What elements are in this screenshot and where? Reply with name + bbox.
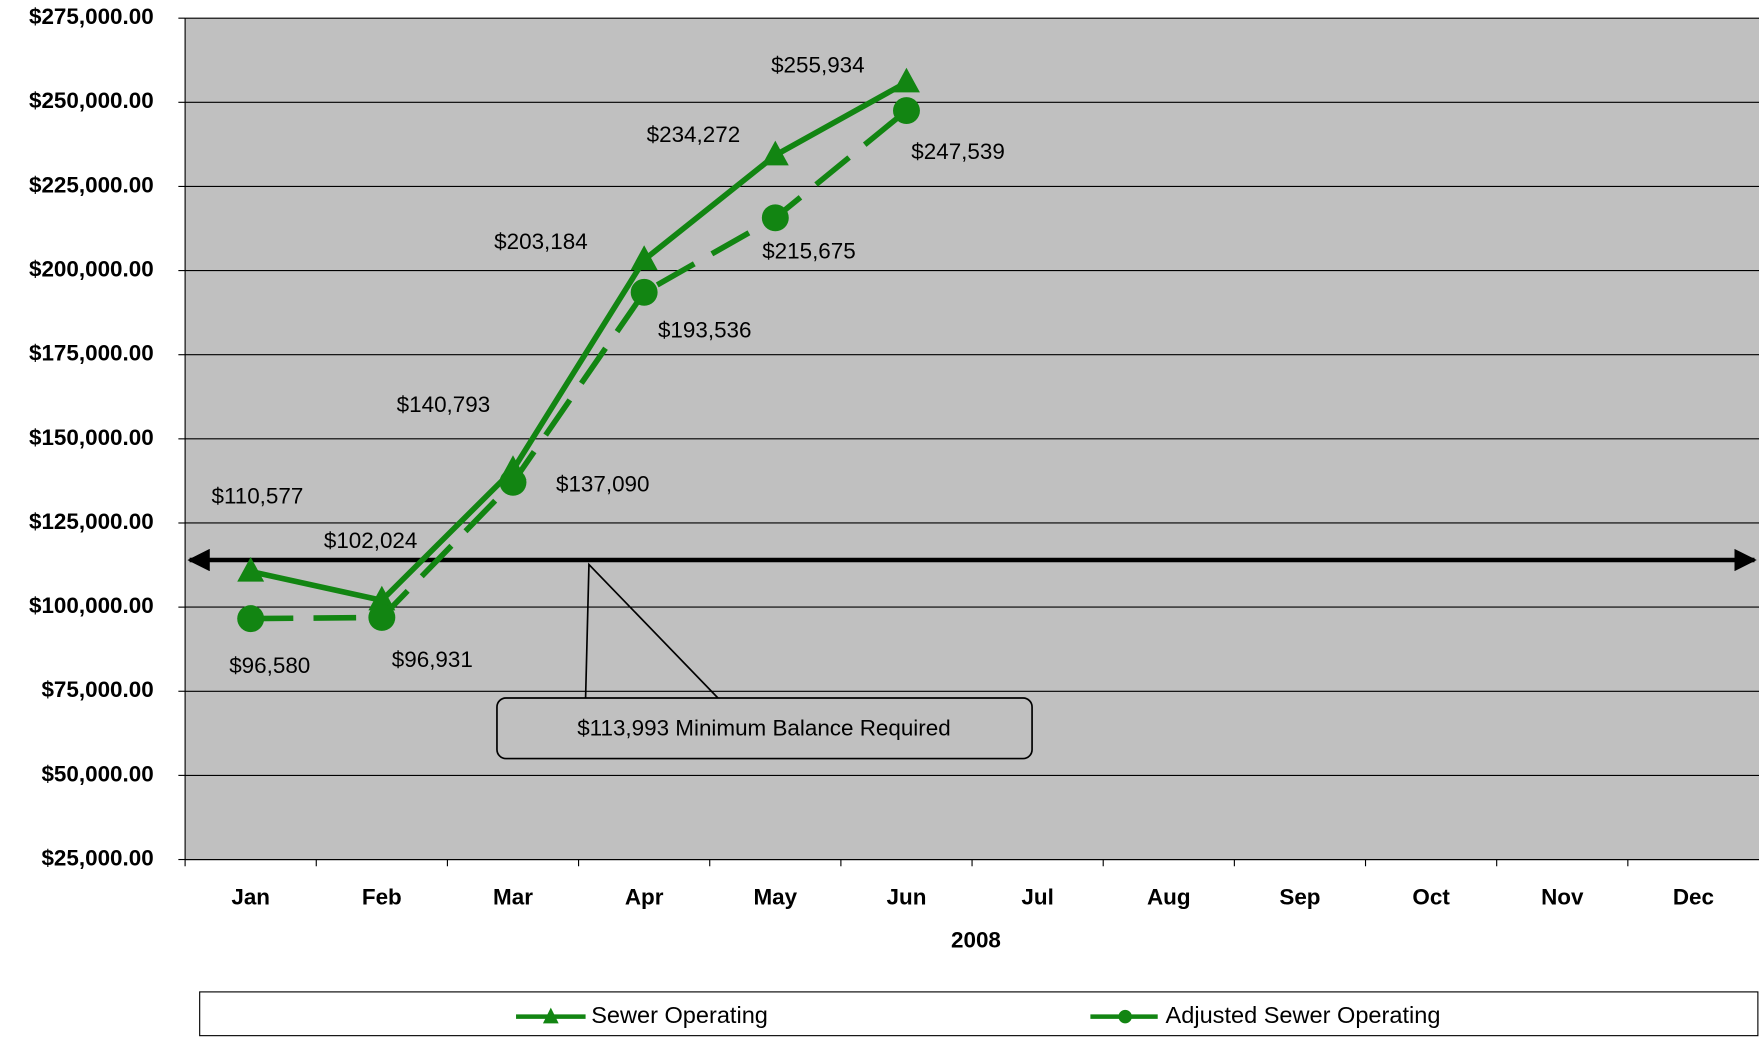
data-label: $234,272: [647, 122, 741, 147]
data-label: $102,024: [324, 528, 418, 553]
data-label: $137,090: [556, 472, 650, 497]
x-tick-label: Aug: [1147, 885, 1191, 910]
data-label: $96,931: [392, 647, 473, 672]
data-point: [630, 278, 658, 306]
y-tick-label: $150,000.00: [29, 425, 154, 450]
x-tick-label: Feb: [362, 885, 402, 910]
series-line: [250, 79, 908, 604]
x-tick-label: Apr: [625, 885, 664, 910]
legend-marker: [1118, 1009, 1132, 1024]
data-point: [368, 603, 396, 631]
x-tick-label: Jan: [231, 885, 270, 910]
x-tick-label: Jun: [887, 885, 927, 910]
data-label: $140,793: [397, 392, 491, 417]
x-tick-label: May: [753, 885, 797, 910]
series: $96,580 $96,931 $137,090 $193,536 $215,675 $2…: [229, 97, 1005, 678]
y-tick-label: $175,000.00: [29, 341, 154, 366]
callout-pointer: [584, 562, 719, 699]
data-label: $255,934: [771, 53, 865, 78]
x-tick-label: Oct: [1412, 885, 1450, 910]
x-tick-label: Nov: [1541, 885, 1584, 910]
data-label: $247,539: [911, 139, 1005, 164]
y-tick-label: $125,000.00: [29, 509, 154, 534]
legend-label: Adjusted Sewer Operating: [1166, 1002, 1441, 1028]
y-tick-label: $100,000.00: [29, 593, 154, 618]
y-tick-label: $200,000.00: [29, 257, 154, 282]
data-label: $96,580: [229, 653, 310, 678]
legend-label: Sewer Operating: [591, 1002, 768, 1028]
y-tick-label: $75,000.00: [41, 677, 153, 702]
callout-text: $113,993 Minimum Balance Required: [577, 715, 950, 740]
data-point: [499, 468, 527, 496]
data-point: [893, 67, 920, 93]
data-label: $110,577: [211, 483, 303, 508]
x-axis-title: 2008: [951, 927, 1001, 952]
y-tick-label: $50,000.00: [41, 761, 153, 786]
callout-box: [496, 697, 1033, 760]
data-point: [761, 204, 789, 232]
x-tick-label: Dec: [1673, 885, 1714, 910]
x-tick-label: Sep: [1279, 885, 1320, 910]
data-label: $215,675: [762, 239, 856, 264]
data-label: $203,184: [494, 229, 588, 254]
data-point: [368, 585, 396, 611]
x-tick-label: Jul: [1021, 885, 1053, 910]
data-label: $193,536: [658, 318, 752, 343]
data-point: [630, 245, 658, 270]
x-tick-label: Mar: [493, 885, 533, 910]
legend: [199, 991, 1759, 1037]
legend-marker: [542, 1007, 559, 1024]
y-tick-label: $250,000.00: [29, 88, 154, 113]
y-tick-label: $25,000.00: [41, 845, 153, 870]
data-point: [237, 605, 265, 633]
y-tick-label: $225,000.00: [29, 172, 154, 197]
data-point: [893, 97, 920, 125]
data-point: [237, 556, 265, 582]
y-tick-label: $275,000.00: [29, 4, 154, 29]
series-line: [250, 108, 909, 622]
data-point: [761, 140, 789, 166]
